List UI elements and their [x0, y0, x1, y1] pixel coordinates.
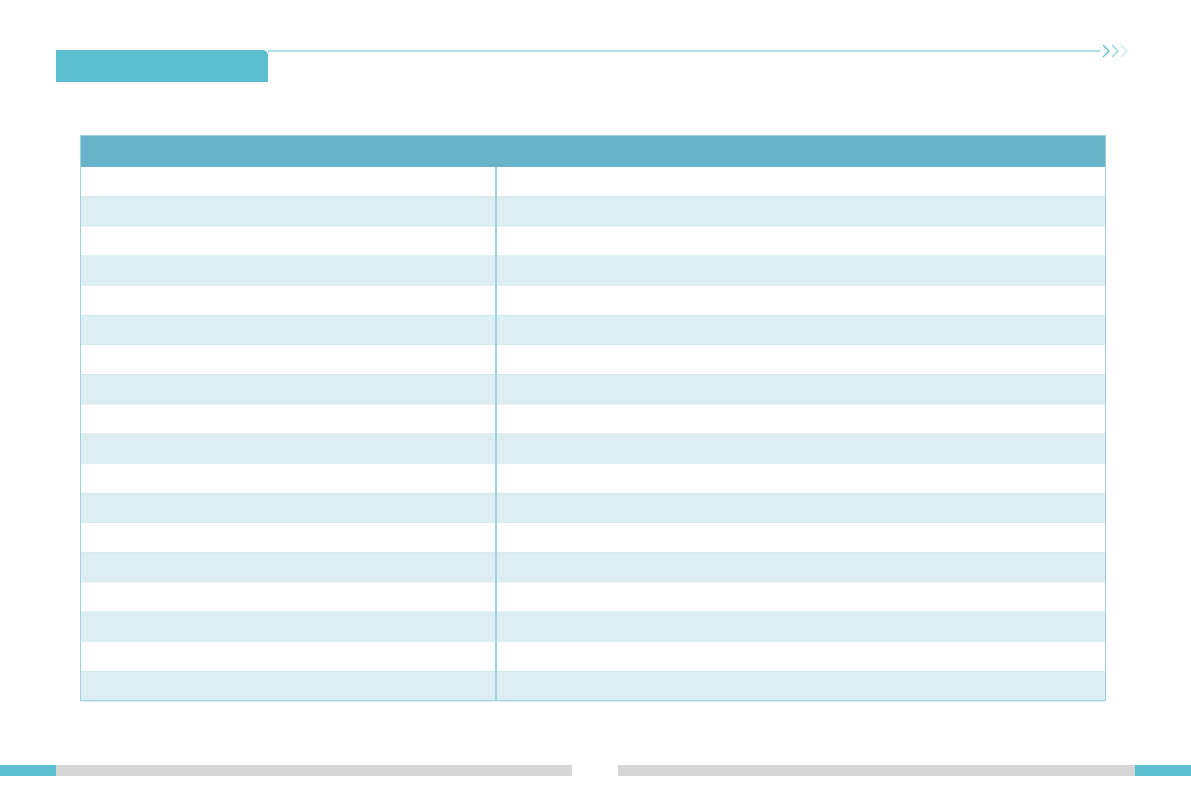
table-row [80, 523, 1106, 553]
footer-bar-accent [1135, 765, 1191, 776]
table-row [80, 671, 1106, 701]
table-row [80, 374, 1106, 405]
table-row [80, 404, 1106, 434]
table-row [80, 315, 1106, 345]
table-row [80, 552, 1106, 583]
table-row [80, 641, 1106, 672]
chevron [1102, 44, 1110, 58]
section-tab [56, 50, 268, 82]
footer-bar [618, 765, 1135, 776]
table-border [80, 135, 1106, 701]
table-row [80, 434, 1106, 464]
table-row [80, 285, 1106, 316]
chevron [1120, 44, 1128, 58]
table-row [80, 256, 1106, 286]
table-header [80, 135, 1106, 167]
table-row [80, 345, 1106, 375]
chevron [1111, 44, 1119, 58]
header-chevrons [1102, 44, 1128, 58]
footer-bar [56, 765, 572, 776]
table-row [80, 463, 1106, 494]
footer-bar-accent [0, 765, 56, 776]
table-row [80, 493, 1106, 523]
table-row [80, 167, 1106, 197]
table-row [80, 196, 1106, 227]
table-row [80, 226, 1106, 256]
table-row [80, 612, 1106, 642]
table-row [80, 582, 1106, 612]
table [80, 135, 1106, 702]
